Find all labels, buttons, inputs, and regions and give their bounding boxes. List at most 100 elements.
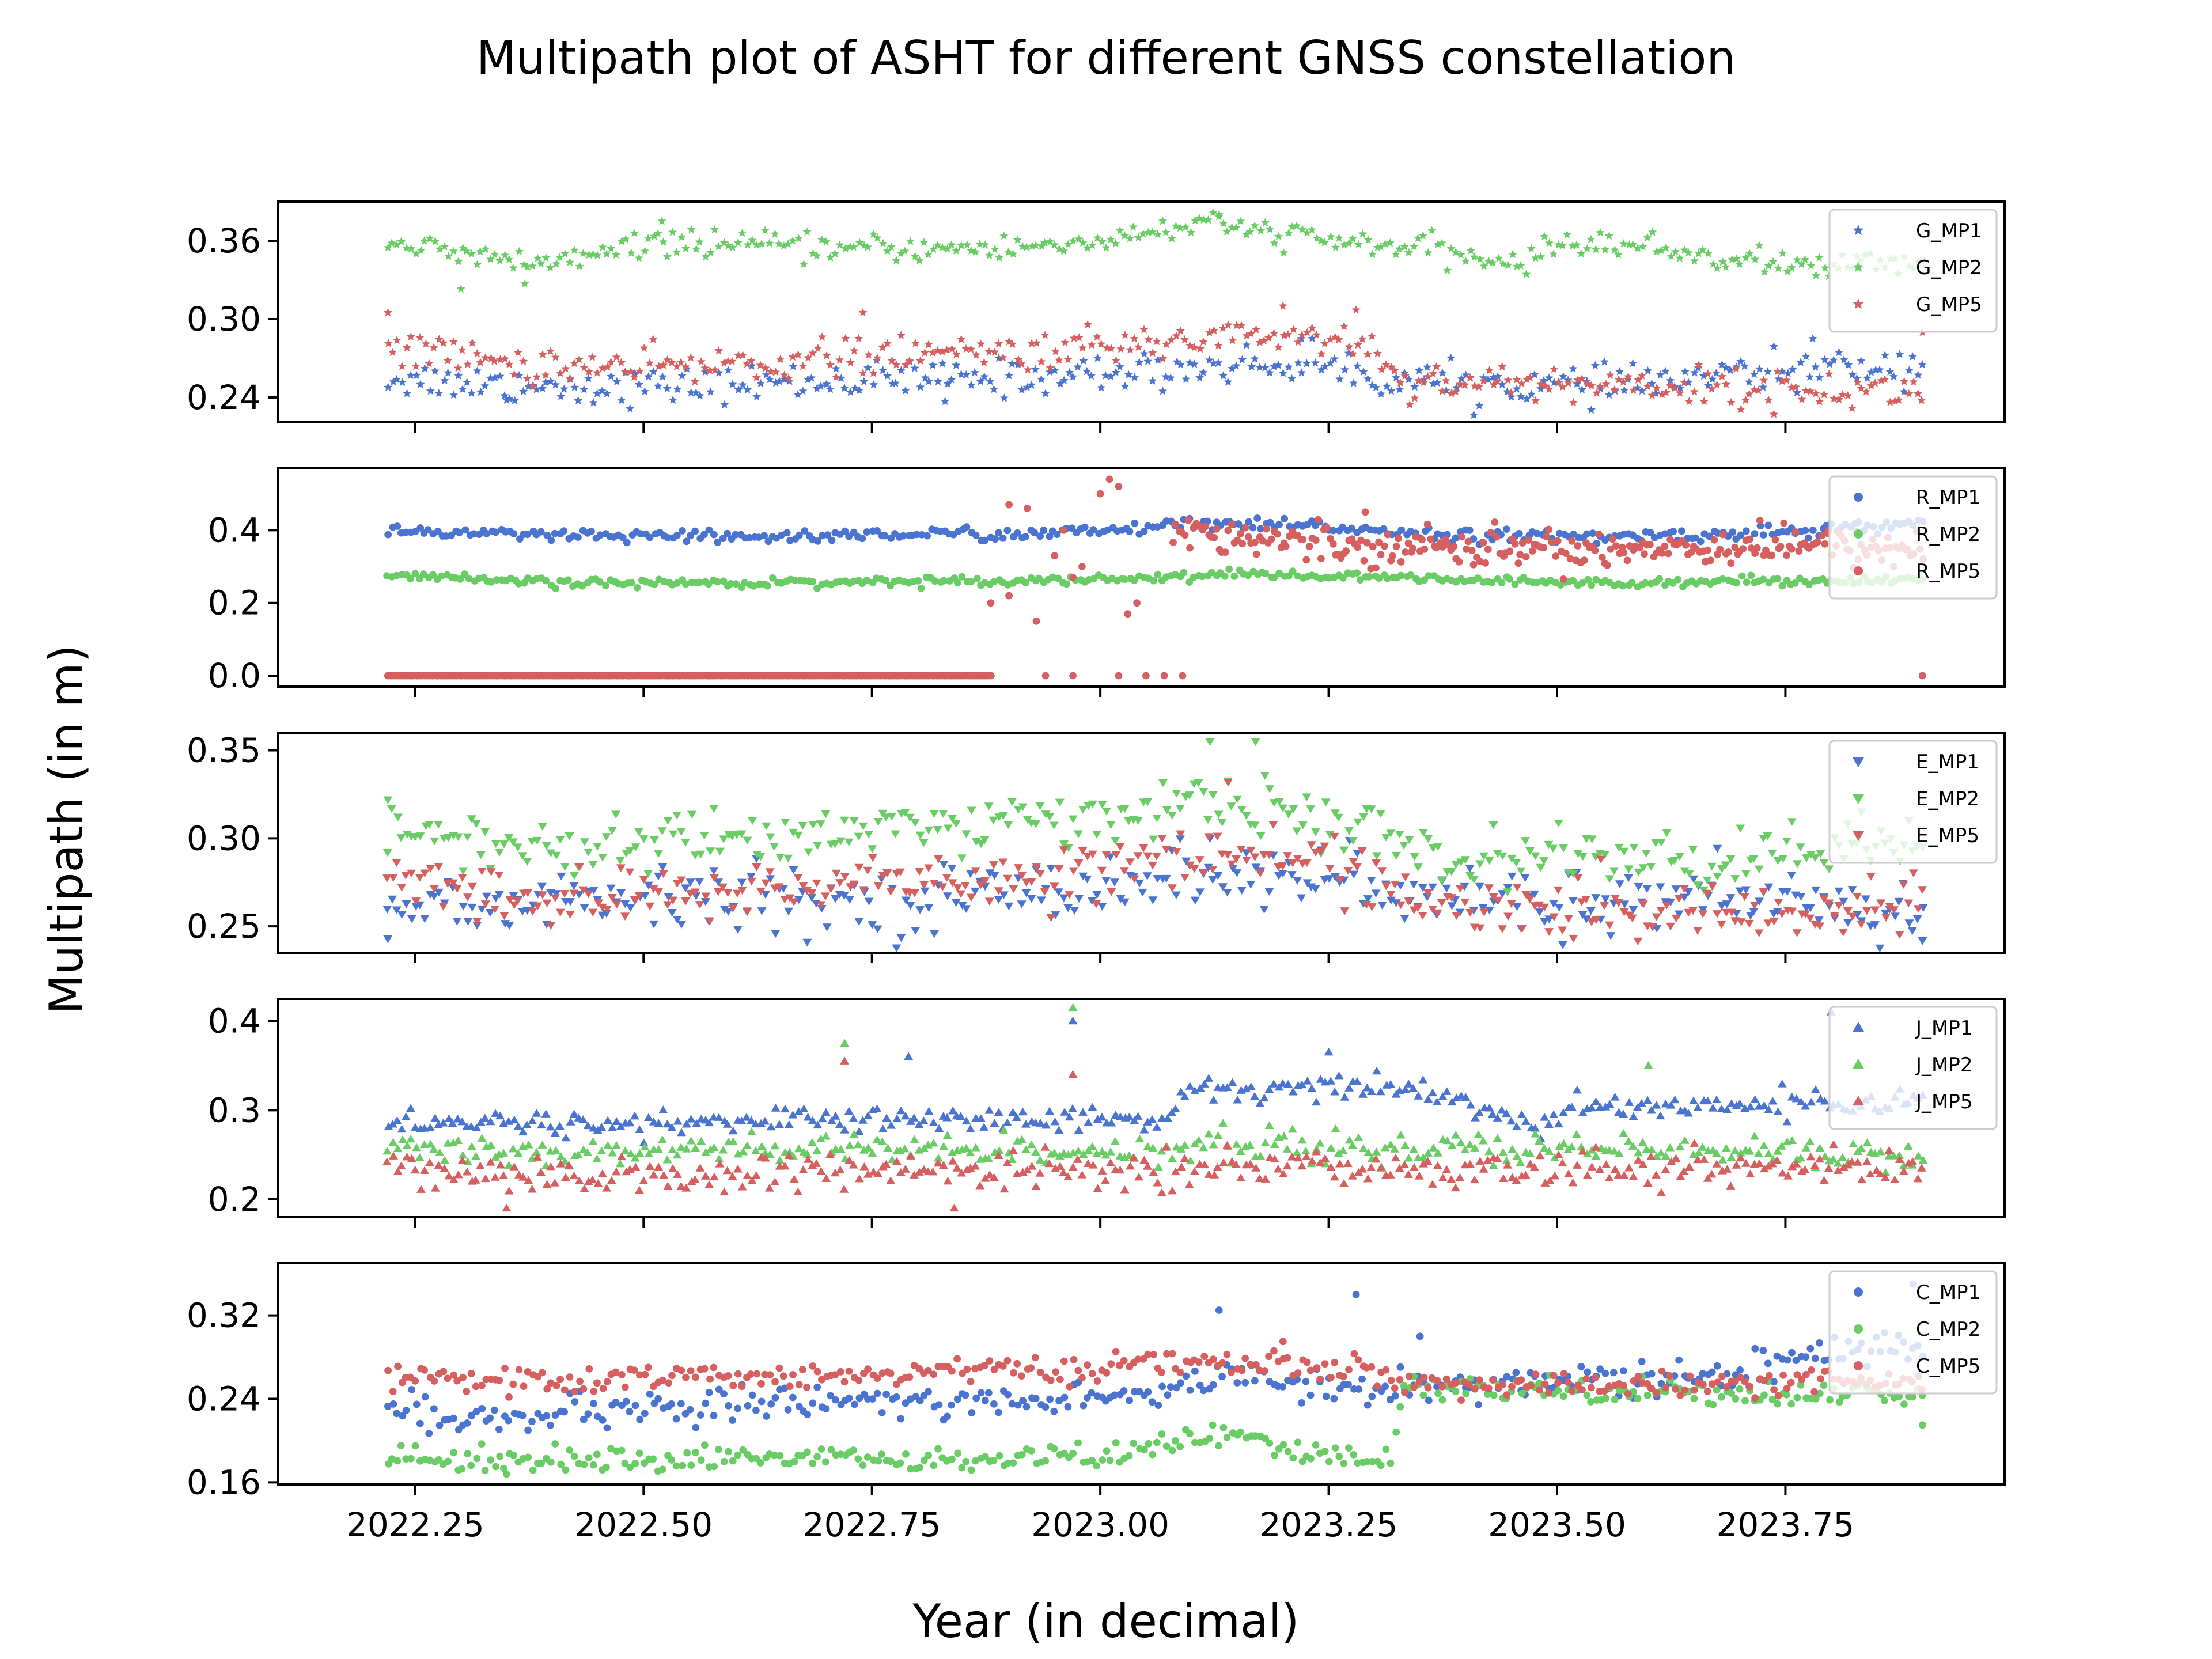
data-point [1777, 910, 1787, 918]
data-point [640, 387, 649, 396]
data-point [1742, 527, 1750, 535]
data-point [592, 1154, 602, 1162]
data-point [467, 249, 476, 258]
data-point [551, 529, 559, 537]
data-point [1791, 528, 1800, 536]
data-point [1536, 384, 1546, 393]
data-point [1804, 534, 1812, 542]
data-point [1690, 387, 1699, 396]
data-point [1753, 544, 1761, 552]
data-point [412, 1143, 422, 1152]
series-G_MP1 [384, 334, 1927, 419]
data-point [1586, 234, 1596, 243]
data-point [1657, 389, 1666, 399]
data-point [1787, 1136, 1797, 1145]
data-point [1498, 362, 1507, 371]
data-point [612, 377, 622, 385]
data-point [1232, 223, 1241, 232]
data-point [1554, 377, 1563, 387]
data-point [919, 1116, 929, 1124]
data-point [699, 832, 709, 840]
data-point [619, 533, 627, 541]
data-point [1344, 342, 1354, 351]
data-point [747, 1127, 756, 1135]
data-point [1474, 1130, 1483, 1138]
data-point [1529, 547, 1536, 555]
data-point [646, 1390, 654, 1398]
data-point [807, 893, 817, 902]
data-point [1698, 1143, 1707, 1151]
data-point [1184, 1180, 1194, 1188]
data-point [1753, 1149, 1763, 1157]
data-point [921, 373, 930, 382]
data-point [1619, 239, 1628, 248]
data-point [835, 1120, 844, 1128]
data-point [1292, 1148, 1302, 1156]
data-point [657, 827, 667, 835]
data-point [1097, 339, 1106, 348]
data-point [1069, 236, 1078, 245]
data-point [925, 1388, 932, 1396]
data-point [1087, 897, 1097, 905]
data-point [1559, 844, 1569, 853]
data-point [1233, 1095, 1243, 1104]
data-point [1908, 869, 1918, 877]
data-point [565, 257, 574, 266]
data-point [1274, 530, 1282, 538]
data-point [1400, 1160, 1410, 1169]
data-point [892, 1114, 902, 1123]
series-G_MP2 [384, 208, 1927, 293]
data-point [1769, 342, 1778, 351]
data-point [1708, 1368, 1716, 1376]
data-point [495, 1160, 505, 1169]
data-point [1325, 334, 1335, 343]
data-point [864, 350, 873, 359]
data-point [821, 237, 831, 246]
data-point [1796, 358, 1805, 366]
data-point [1573, 850, 1583, 858]
data-point [1493, 377, 1502, 385]
data-point [737, 1182, 747, 1191]
data-point [1633, 937, 1643, 946]
data-point [1102, 808, 1112, 816]
data-point [1032, 338, 1041, 347]
data-point [1252, 550, 1260, 558]
data-point [1544, 928, 1554, 936]
data-point [1342, 547, 1350, 555]
data-point [1581, 915, 1591, 923]
data-point [579, 385, 589, 393]
data-point [1423, 362, 1432, 371]
data-point [1446, 244, 1456, 253]
data-point [1372, 564, 1380, 572]
data-point [1587, 381, 1596, 390]
data-point [1810, 1085, 1820, 1093]
data-point [463, 833, 472, 842]
data-point [1623, 556, 1631, 565]
data-point [1190, 343, 1199, 351]
data-point [1740, 893, 1749, 902]
data-point [1334, 335, 1343, 344]
data-point [584, 849, 593, 857]
data-point [1861, 895, 1870, 903]
data-point [961, 830, 971, 839]
data-point [1405, 400, 1414, 409]
data-point [1068, 372, 1077, 381]
data-point [1363, 539, 1371, 547]
data-point [1862, 1157, 1872, 1165]
data-point [1516, 261, 1525, 270]
data-point [1446, 1175, 1456, 1183]
legend-frame [1828, 209, 1998, 333]
data-point [668, 1400, 676, 1408]
data-point [1022, 1403, 1031, 1411]
data-point [897, 1415, 904, 1423]
data-point [1643, 381, 1652, 391]
data-point [836, 373, 846, 382]
data-point [1484, 906, 1494, 915]
data-point [1573, 379, 1582, 388]
data-point [1469, 410, 1478, 419]
data-point [1721, 262, 1730, 271]
data-point [1461, 256, 1470, 265]
data-point [1694, 249, 1703, 257]
